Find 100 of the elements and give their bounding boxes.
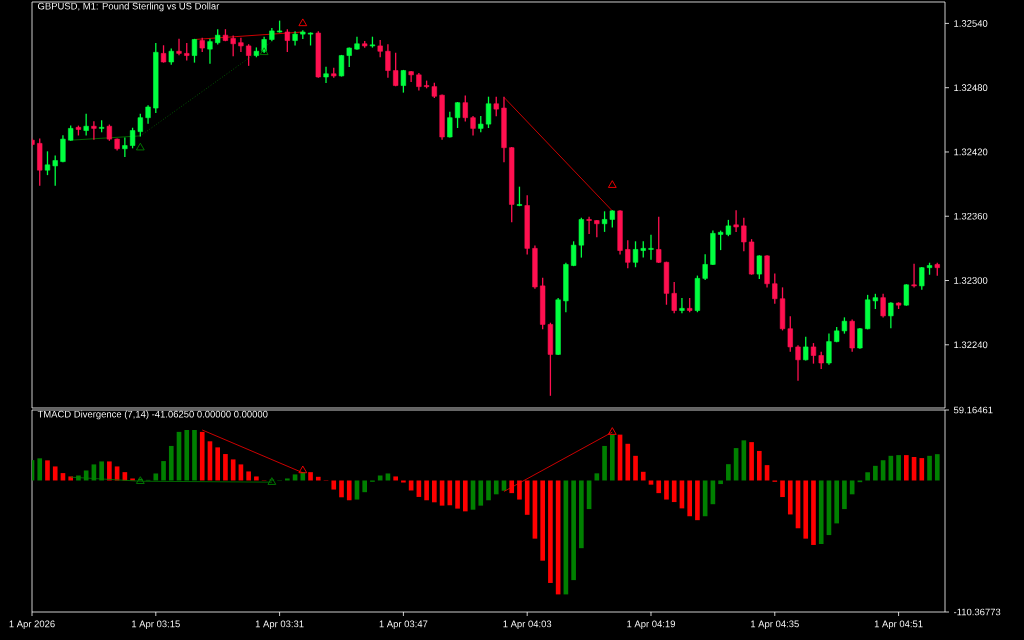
- bar: [478, 480, 484, 506]
- candlestick: [408, 70, 414, 82]
- bar: [656, 480, 662, 494]
- candlestick: [795, 345, 801, 381]
- candlestick: [826, 333, 832, 365]
- x-tick-label: 1 Apr 04:03: [503, 620, 552, 630]
- bar: [803, 480, 809, 539]
- point: [135, 142, 145, 151]
- point: [607, 427, 617, 435]
- candlestick: [447, 111, 453, 138]
- y-tick-label: 1.32360: [954, 212, 988, 220]
- candlestick: [787, 316, 793, 352]
- candlestick: [919, 267, 925, 290]
- candlestick: [888, 302, 894, 329]
- bar: [68, 476, 74, 481]
- x-tick-label: 1 Apr 03:31: [255, 620, 304, 630]
- candlestick: [91, 121, 97, 140]
- x-tick-label: 1 Apr 04:35: [751, 620, 799, 630]
- bar: [896, 455, 901, 481]
- y-tick-label: 59.16461: [953, 406, 993, 414]
- candlestick: [454, 102, 461, 128]
- candlestick: [857, 328, 863, 349]
- bar: [818, 480, 824, 544]
- bar: [726, 464, 731, 481]
- bar: [749, 442, 754, 481]
- bar: [354, 480, 360, 500]
- bar: [37, 458, 43, 481]
- y-tick-label: 1.32540: [954, 20, 988, 27]
- chart-title: GBPUSD, M1: Pound Sterling vs US Dollar: [37, 2, 220, 12]
- bar: [780, 480, 785, 498]
- bar: [346, 480, 352, 501]
- candlestick: [191, 38, 198, 63]
- x-tick-label: 1 Apr 03:47: [379, 620, 428, 630]
- candlestick: [911, 263, 917, 288]
- bar: [640, 471, 646, 481]
- bar: [486, 480, 491, 501]
- candlestick: [772, 273, 778, 304]
- candlestick: [284, 29, 290, 52]
- candlestick: [400, 69, 407, 93]
- point: [298, 18, 308, 27]
- candlestick: [733, 210, 739, 232]
- x-tick-label: 1 Apr 04:51: [874, 620, 923, 630]
- bar: [254, 476, 259, 481]
- bar: [455, 480, 460, 509]
- candlestick: [485, 96, 492, 128]
- bar: [625, 443, 631, 481]
- candlestick: [338, 54, 345, 77]
- candlestick: [632, 241, 639, 268]
- candlestick: [346, 47, 352, 67]
- y-tick-label: 1.32480: [954, 84, 988, 92]
- bar: [695, 480, 700, 521]
- bar: [285, 478, 290, 481]
- bar: [377, 475, 383, 481]
- candlestick: [238, 37, 244, 52]
- candlestick: [648, 234, 654, 260]
- y-tick-label: -110.36773: [953, 608, 1001, 616]
- bar: [462, 480, 468, 512]
- candlestick: [207, 38, 213, 64]
- bar: [865, 472, 870, 481]
- bar: [919, 458, 925, 481]
- bar: [811, 480, 816, 545]
- bar: [934, 454, 940, 481]
- bar: [873, 465, 878, 481]
- bar: [834, 480, 840, 524]
- x-tick-label: 1 Apr 04:19: [627, 620, 675, 630]
- bar: [540, 480, 545, 561]
- candlestick: [323, 66, 329, 83]
- bar: [571, 480, 576, 581]
- candlestick: [803, 336, 809, 361]
- candlestick: [462, 95, 468, 122]
- bar: [432, 480, 437, 503]
- bar: [331, 480, 337, 490]
- candlestick: [44, 151, 51, 176]
- candlestick: [470, 115, 476, 136]
- bar: [633, 455, 638, 481]
- candlestick: [176, 38, 182, 56]
- candlestick: [810, 343, 817, 364]
- candlestick: [393, 52, 399, 87]
- bar: [664, 480, 669, 500]
- bar: [223, 454, 228, 481]
- bar: [648, 480, 654, 485]
- x-tick-label: 1 Apr 2026: [9, 620, 55, 630]
- candlestick: [516, 186, 523, 207]
- bar: [246, 471, 251, 481]
- candlestick: [493, 96, 499, 117]
- point: [607, 180, 617, 188]
- bar: [52, 466, 58, 481]
- bar: [718, 480, 723, 485]
- candlestick: [903, 284, 909, 306]
- candlestick: [230, 35, 236, 57]
- candlestick: [880, 293, 886, 318]
- bar: [671, 480, 677, 503]
- chart-title: TMACD Divergence (7,14) -41.06250 0.00000 0.00000: [37, 410, 268, 420]
- candlestick: [702, 254, 708, 281]
- candlestick: [756, 255, 762, 280]
- bar: [424, 480, 429, 501]
- bar: [493, 480, 499, 495]
- bar: [904, 455, 909, 481]
- candlestick: [246, 44, 252, 66]
- bar: [393, 476, 398, 481]
